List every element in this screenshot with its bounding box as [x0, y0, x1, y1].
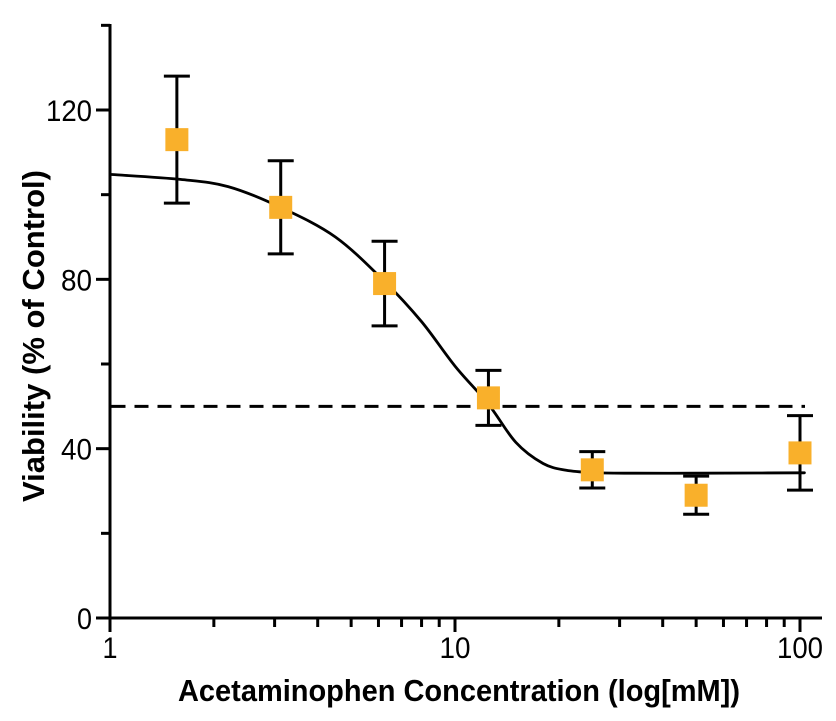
data-point-marker	[373, 272, 397, 296]
data-point-marker	[684, 483, 708, 507]
y-tick-label: 40	[61, 434, 92, 467]
fit-curve	[108, 173, 806, 475]
x-tick-label: 10	[440, 632, 471, 665]
y-tick-label: 0	[77, 603, 92, 636]
data-point-marker	[788, 441, 812, 465]
x-tick-label: 1	[103, 632, 118, 665]
data-point-marker	[269, 195, 293, 219]
x-axis-title: Acetaminophen Concentration (log[mM])	[178, 673, 740, 708]
y-tick-label: 80	[61, 264, 92, 297]
data-point-marker	[476, 386, 500, 410]
data-point-marker	[580, 458, 604, 482]
data-point-marker	[165, 128, 189, 152]
y-axis-title: Viability (% of Control)	[16, 170, 51, 502]
y-tick-label: 120	[46, 95, 92, 128]
x-tick-label: 100	[777, 632, 823, 665]
